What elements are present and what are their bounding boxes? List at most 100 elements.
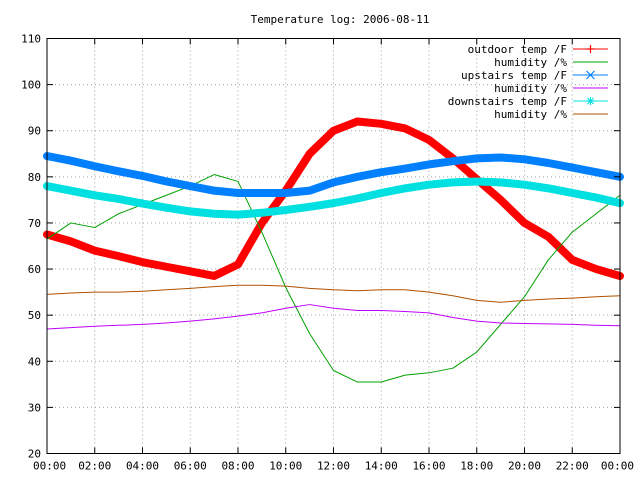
data-point xyxy=(212,274,216,278)
data-point xyxy=(451,159,455,163)
data-point xyxy=(547,187,550,190)
data-point xyxy=(356,120,359,123)
series-line-5 xyxy=(46,284,621,303)
data-point xyxy=(165,180,168,183)
y-tick-label: 70 xyxy=(28,217,41,230)
x-tick-label: 06:00 xyxy=(174,460,207,473)
y-tick-label: 30 xyxy=(28,401,41,414)
data-point xyxy=(117,170,120,173)
y-tick-label: 110 xyxy=(21,33,41,46)
legend-label: downstairs temp /F xyxy=(448,95,567,108)
y-tick-label: 20 xyxy=(28,448,41,461)
chart-title: Temperature log: 2006-08-11 xyxy=(251,13,430,26)
data-point xyxy=(427,138,431,142)
data-point xyxy=(523,183,526,186)
series-line-3 xyxy=(46,304,621,330)
data-point xyxy=(499,156,502,159)
data-point xyxy=(451,181,455,184)
data-point xyxy=(212,189,216,192)
legend-label: upstairs temp /F xyxy=(461,69,567,82)
data-point xyxy=(141,174,144,178)
series-layer xyxy=(43,117,624,383)
data-point xyxy=(547,161,550,165)
data-point xyxy=(260,211,264,214)
legend-marker-x xyxy=(586,70,595,80)
data-point xyxy=(69,189,73,192)
y-tick-label: 80 xyxy=(28,171,41,184)
data-point xyxy=(308,152,311,155)
x-tick-label: 08:00 xyxy=(221,460,254,473)
data-point xyxy=(93,165,96,168)
data-point xyxy=(380,191,383,195)
data-point xyxy=(284,208,287,212)
data-point xyxy=(475,157,478,160)
x-tick-label: 00:00 xyxy=(601,460,634,473)
data-point xyxy=(69,240,73,243)
data-point xyxy=(189,270,192,273)
y-tick-label: 90 xyxy=(28,125,41,138)
data-point xyxy=(212,212,216,215)
data-point xyxy=(236,191,240,195)
x-tick-label: 18:00 xyxy=(460,460,493,473)
x-tick-label: 16:00 xyxy=(412,460,445,473)
data-point xyxy=(403,127,407,130)
x-tick-label: 12:00 xyxy=(317,460,350,473)
data-point xyxy=(594,267,598,271)
data-point xyxy=(93,194,96,197)
data-point xyxy=(260,191,264,195)
data-point xyxy=(189,184,192,188)
data-point xyxy=(356,197,359,200)
data-point xyxy=(571,191,574,195)
data-point xyxy=(284,191,287,195)
data-point xyxy=(403,187,407,190)
data-point xyxy=(141,260,144,264)
y-tick-label: 50 xyxy=(28,309,41,322)
data-point xyxy=(499,198,502,202)
data-point xyxy=(427,163,431,166)
data-point xyxy=(308,189,311,192)
data-point xyxy=(356,175,359,179)
x-tick-label: 14:00 xyxy=(365,460,398,473)
x-tick-label: 10:00 xyxy=(269,460,302,473)
legend-marker-plus xyxy=(586,45,595,53)
data-point xyxy=(189,210,192,213)
tick-layer: 20 30 40 50 60 70 80 90 100 110 00:00 02:00 04:00 06:… xyxy=(21,33,634,473)
y-tick-label: 60 xyxy=(28,263,41,276)
data-point xyxy=(236,263,240,266)
x-tick-label: 02:00 xyxy=(78,460,111,473)
y-tick-label: 100 xyxy=(21,79,41,92)
data-point xyxy=(69,159,73,162)
data-point xyxy=(117,197,120,201)
data-point xyxy=(571,166,574,169)
legend-marker-star xyxy=(586,97,595,105)
legend-label: humidity /% xyxy=(494,56,567,69)
data-point xyxy=(594,171,598,174)
y-tick-label: 40 xyxy=(28,355,41,368)
legend-label: outdoor temp /F xyxy=(468,43,567,56)
data-point xyxy=(475,180,478,183)
data-point xyxy=(427,183,431,186)
data-point xyxy=(260,221,264,225)
data-point xyxy=(332,181,335,184)
x-tick-label: 04:00 xyxy=(126,460,159,473)
data-point xyxy=(117,254,120,258)
legend-label: humidity /% xyxy=(494,82,567,95)
data-point xyxy=(499,181,502,184)
data-point xyxy=(332,129,335,132)
data-point xyxy=(571,258,574,262)
data-point xyxy=(403,167,407,170)
data-point xyxy=(594,196,598,199)
data-point xyxy=(308,205,311,209)
data-point xyxy=(93,249,96,252)
plot-frame xyxy=(46,38,621,454)
data-point xyxy=(332,201,335,205)
x-tick-label: 20:00 xyxy=(508,460,541,473)
data-point xyxy=(165,206,168,209)
data-point xyxy=(547,235,550,238)
data-point xyxy=(523,158,526,161)
data-point xyxy=(165,265,168,268)
data-point xyxy=(380,122,383,126)
legend-label: humidity /% xyxy=(494,108,567,121)
